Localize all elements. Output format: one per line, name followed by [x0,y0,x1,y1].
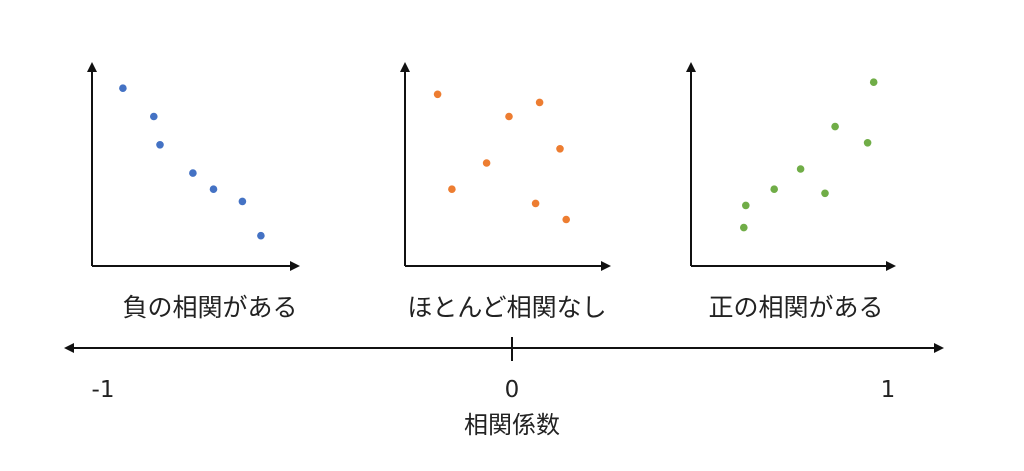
scatter-point [863,139,872,147]
scatter-points [433,90,570,224]
scale-title: 相関係数 [464,411,560,439]
scatter-panel-none: ほとんど相関なし [400,62,611,322]
panel-axes [87,62,300,271]
scatter-point [796,165,805,173]
scatter-point [535,98,544,107]
scatter-point [740,223,748,232]
scale-tick-label-min: -1 [92,377,115,403]
scatter-point [150,112,158,121]
scatter-point [257,231,265,240]
scatter-point [448,185,456,193]
scatter-point [562,215,570,224]
scatter-point [433,90,442,99]
scatter-point [505,112,513,121]
panel-axes [400,62,611,271]
scatter-points [119,84,265,240]
scatter-point [869,78,878,86]
scatter-point [556,145,564,153]
scatter-point [238,197,247,206]
scatter-point [119,84,127,92]
scatter-point [482,159,491,167]
scale-tick-label-zero: 0 [505,377,520,403]
scatter-points [740,78,878,232]
scale-tick-label-max: 1 [881,377,896,403]
scatter-point [831,122,839,131]
scatter-point [742,201,750,210]
coefficient-scale: -1 0 1 相関係数 [64,337,944,439]
scatter-panel-negative: 負の相関がある [87,62,300,322]
panel-axes [686,62,896,271]
panel-label: 負の相関がある [122,293,297,322]
scatter-point [156,141,164,149]
scatter-panel-positive: 正の相関がある [686,62,896,322]
panel-label: ほとんど相関なし [407,293,606,322]
scatter-point [531,199,540,208]
scatter-point [770,185,778,193]
panel-label: 正の相関がある [708,293,883,322]
scatter-point [821,189,829,198]
scatter-point [209,185,218,193]
scatter-point [189,169,197,177]
